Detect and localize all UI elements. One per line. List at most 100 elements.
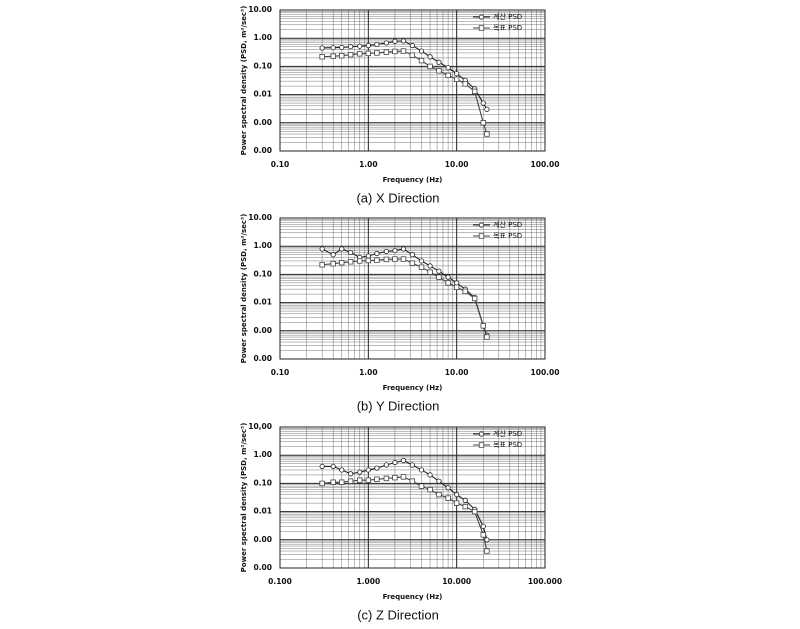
marker (484, 537, 490, 543)
marker (478, 14, 485, 20)
marker (478, 222, 485, 228)
legend-label: 계산 PSD (493, 429, 522, 438)
marker (383, 475, 390, 482)
marker (454, 280, 460, 286)
marker (418, 48, 425, 54)
x-tick-label: 1.00 (359, 368, 378, 377)
x-axis-label: Frequency (Hz) (383, 384, 443, 392)
marker (400, 48, 407, 54)
marker (436, 274, 442, 280)
marker (462, 288, 468, 295)
y-tick-label: 0.00 (253, 563, 272, 572)
marker (453, 76, 460, 82)
marker (445, 72, 451, 79)
marker (392, 474, 398, 481)
marker (383, 248, 389, 255)
marker (374, 50, 380, 56)
marker (478, 25, 485, 31)
marker (392, 38, 398, 44)
x-tick-label: 100.00 (531, 160, 560, 169)
marker (418, 483, 425, 489)
marker (478, 233, 485, 239)
marker (453, 500, 460, 506)
marker (445, 280, 451, 286)
marker (374, 476, 380, 482)
marker (462, 497, 468, 503)
marker (365, 257, 372, 264)
marker (383, 40, 389, 46)
marker (471, 295, 478, 302)
marker (436, 478, 442, 484)
marker (445, 495, 451, 501)
marker (339, 467, 345, 473)
series-line (322, 258, 488, 338)
marker (357, 477, 363, 483)
marker (319, 480, 325, 487)
marker (480, 120, 486, 126)
y-tick-label: 1.00 (253, 33, 272, 42)
marker (480, 100, 486, 106)
marker (339, 52, 345, 59)
marker (348, 44, 354, 50)
marker (409, 478, 416, 484)
y-tick-label: 0.00 (253, 535, 272, 544)
marker (400, 38, 407, 44)
marker (374, 257, 380, 263)
marker (409, 42, 415, 49)
chart: 0.00 0.00 0.01 0.10 1.00 10.00 0.10 1.00 10.00 10… (240, 213, 559, 413)
marker (330, 479, 336, 485)
marker (339, 246, 345, 252)
x-tick-label: 1.00 (359, 160, 378, 169)
marker (339, 44, 345, 51)
marker (374, 465, 380, 471)
marker (427, 486, 433, 493)
chart: 0.00 0.00 0.01 0.10 1.00 10.00 0.10 1.00 10.00 10… (240, 5, 559, 205)
y-tick-label: 1.00 (253, 241, 272, 250)
y-tick-label: 0.10 (253, 61, 272, 70)
y-tick-label: 0.00 (253, 146, 272, 155)
marker (427, 269, 433, 275)
marker (427, 263, 433, 269)
chart: 0.00 0.00 0.01 0.10 1.00 10,00 0.100 1.000 10.00… (240, 422, 562, 622)
marker (480, 532, 486, 538)
marker (409, 260, 416, 266)
marker (330, 53, 336, 59)
x-axis-label: Frequency (Hz) (383, 176, 443, 184)
marker (427, 63, 433, 70)
marker (454, 71, 460, 77)
plot-frame (279, 426, 546, 569)
marker (427, 54, 433, 60)
marker (484, 548, 490, 554)
x-tick-label: 1.000 (356, 577, 380, 586)
marker (436, 491, 442, 498)
y-tick-label: 0.00 (253, 354, 272, 363)
y-tick-label: 10.00 (248, 213, 272, 222)
legend-label: 목표 PSD (493, 24, 522, 32)
y-tick-label: 0.01 (253, 507, 272, 516)
marker (365, 253, 371, 259)
marker (383, 256, 390, 263)
marker (339, 259, 345, 266)
marker (392, 256, 398, 262)
y-tick-label: 1.00 (253, 450, 272, 459)
caption: (a) X Direction (356, 190, 439, 205)
marker (409, 462, 415, 468)
marker (357, 51, 363, 57)
marker (347, 51, 354, 58)
marker (374, 250, 380, 257)
marker (400, 474, 407, 480)
x-tick-label: 10.00 (445, 368, 469, 377)
marker (330, 252, 336, 258)
marker (365, 467, 371, 473)
marker (392, 247, 398, 254)
x-tick-label: 0.10 (271, 160, 290, 169)
caption: (b) Y Direction (357, 398, 440, 413)
legend-label: 목표 PSD (493, 441, 522, 449)
y-tick-label: 10,00 (248, 422, 272, 431)
series-line (322, 50, 488, 135)
marker (365, 42, 371, 49)
series-line (322, 459, 488, 540)
marker (347, 478, 354, 484)
marker (339, 479, 345, 485)
